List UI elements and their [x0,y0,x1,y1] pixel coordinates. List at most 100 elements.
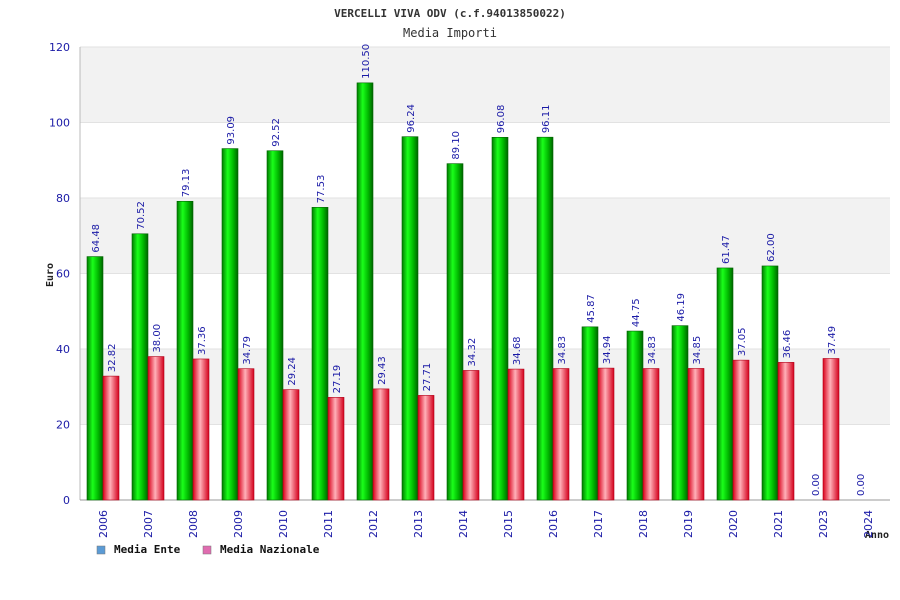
grid-band [80,349,890,425]
x-tick-label: 2016 [547,510,560,538]
data-label: 96.24 [406,104,417,133]
y-tick-label: 80 [56,192,70,205]
bar-media-nazionale [147,356,165,501]
data-label: 45.87 [586,294,597,323]
grid-band [80,424,890,500]
bar-media-ente [86,256,104,501]
data-label: 34.32 [467,338,478,367]
bar-media-nazionale [642,368,660,501]
bar-media-ente [356,82,374,501]
bar-media-nazionale [237,368,255,501]
bar-media-ente [581,326,599,501]
y-tick-labels: 0 20 40 60 80 100 120 [49,41,70,507]
grid-band [80,273,890,349]
x-tick-label: 2020 [727,510,740,538]
bar-media-ente [131,233,149,501]
legend-swatch [202,545,212,555]
bar-media-ente [446,163,464,501]
data-label: 110.50 [361,44,372,79]
bar-media-nazionale [327,397,345,501]
y-tick-label: 0 [63,494,70,507]
legend-label: Media Ente [114,543,181,556]
y-axis-label: Euro [45,263,56,287]
x-tick-label: 2013 [412,510,425,538]
bar-media-ente [626,330,644,501]
data-label: 27.19 [332,365,343,394]
bar-media-nazionale [192,358,210,501]
bar-media-ente [176,200,194,501]
x-tick-labels: 2006 2007 2008 2009 2010 2011 2012 2013 2014 2015… [97,510,875,538]
bar-media-ente [491,136,509,501]
x-tick-label: 2009 [232,510,245,538]
y-tick-label: 20 [56,419,70,432]
x-tick-label: 2021 [772,510,785,538]
grid-band [80,122,890,198]
x-tick-label: 2018 [637,510,650,538]
data-label: 46.19 [676,293,687,322]
bars: 64.48 32.82 70.52 38.00 79.13 37.36 93.09 34.79… [86,44,867,501]
data-label: 89.10 [451,131,462,160]
legend-swatch [96,545,106,555]
data-label: 27.71 [422,363,433,392]
data-label: 34.83 [557,336,568,365]
grid-bands [80,47,890,500]
data-label: 29.43 [377,356,388,385]
y-tick-label: 40 [56,343,70,356]
data-label: 79.13 [181,169,192,198]
bar-media-nazionale [552,368,570,501]
data-label: 96.11 [541,105,552,134]
data-label: 64.48 [91,224,102,253]
x-tick-label: 2011 [322,510,335,538]
data-label: 34.83 [647,336,658,365]
data-label: 34.68 [512,336,523,365]
bar-media-nazionale [417,395,435,501]
data-label: 34.79 [242,336,253,365]
data-label: 37.05 [737,327,748,356]
data-label: 61.47 [721,235,732,264]
x-tick-label: 2008 [187,510,200,538]
chart-subtitle: Media Importi [403,26,497,40]
data-label: 62.00 [766,233,777,262]
bar-media-nazionale [822,358,840,501]
data-label: 93.09 [226,116,237,145]
x-tick-label: 2023 [817,510,830,538]
data-label: 36.46 [782,330,793,359]
x-axis-label: Anno [865,530,889,541]
legend-label: Media Nazionale [220,543,320,556]
bar-media-ente [401,136,419,501]
x-tick-label: 2017 [592,510,605,538]
bar-media-nazionale [102,375,120,501]
y-tick-label: 100 [49,117,70,130]
legend: Media Ente Media Nazionale [96,543,320,556]
x-tick-label: 2024 [862,510,875,538]
bar-media-nazionale [597,367,615,501]
data-label: 37.36 [197,326,208,355]
bar-media-ente [221,148,239,501]
bar-media-nazionale [372,388,390,501]
data-label: 34.94 [602,335,613,364]
bar-media-ente [761,265,779,501]
bar-media-ente [671,325,689,501]
x-tick-label: 2007 [142,510,155,538]
bar-media-nazionale [687,368,705,501]
bar-media-ente [536,136,554,501]
data-label: 77.53 [316,175,327,204]
data-label: 44.75 [631,298,642,327]
x-tick-label: 2019 [682,510,695,538]
x-tick-label: 2010 [277,510,290,538]
bar-media-nazionale [462,370,480,501]
chart-title: VERCELLI VIVA ODV (c.f.94013850022) [334,7,566,20]
data-label: 29.24 [287,357,298,386]
x-tick-label: 2014 [457,510,470,538]
data-label: 37.49 [827,326,838,355]
x-tick-label: 2015 [502,510,515,538]
grid-band [80,47,890,123]
grid-band [80,198,890,274]
bar-media-ente [266,150,284,501]
x-tick-label: 2006 [97,510,110,538]
bar-media-ente [311,207,329,501]
data-label: 96.08 [496,105,507,134]
data-label: 32.82 [107,343,118,372]
x-tick-label: 2012 [367,510,380,538]
data-label: 70.52 [136,201,147,230]
